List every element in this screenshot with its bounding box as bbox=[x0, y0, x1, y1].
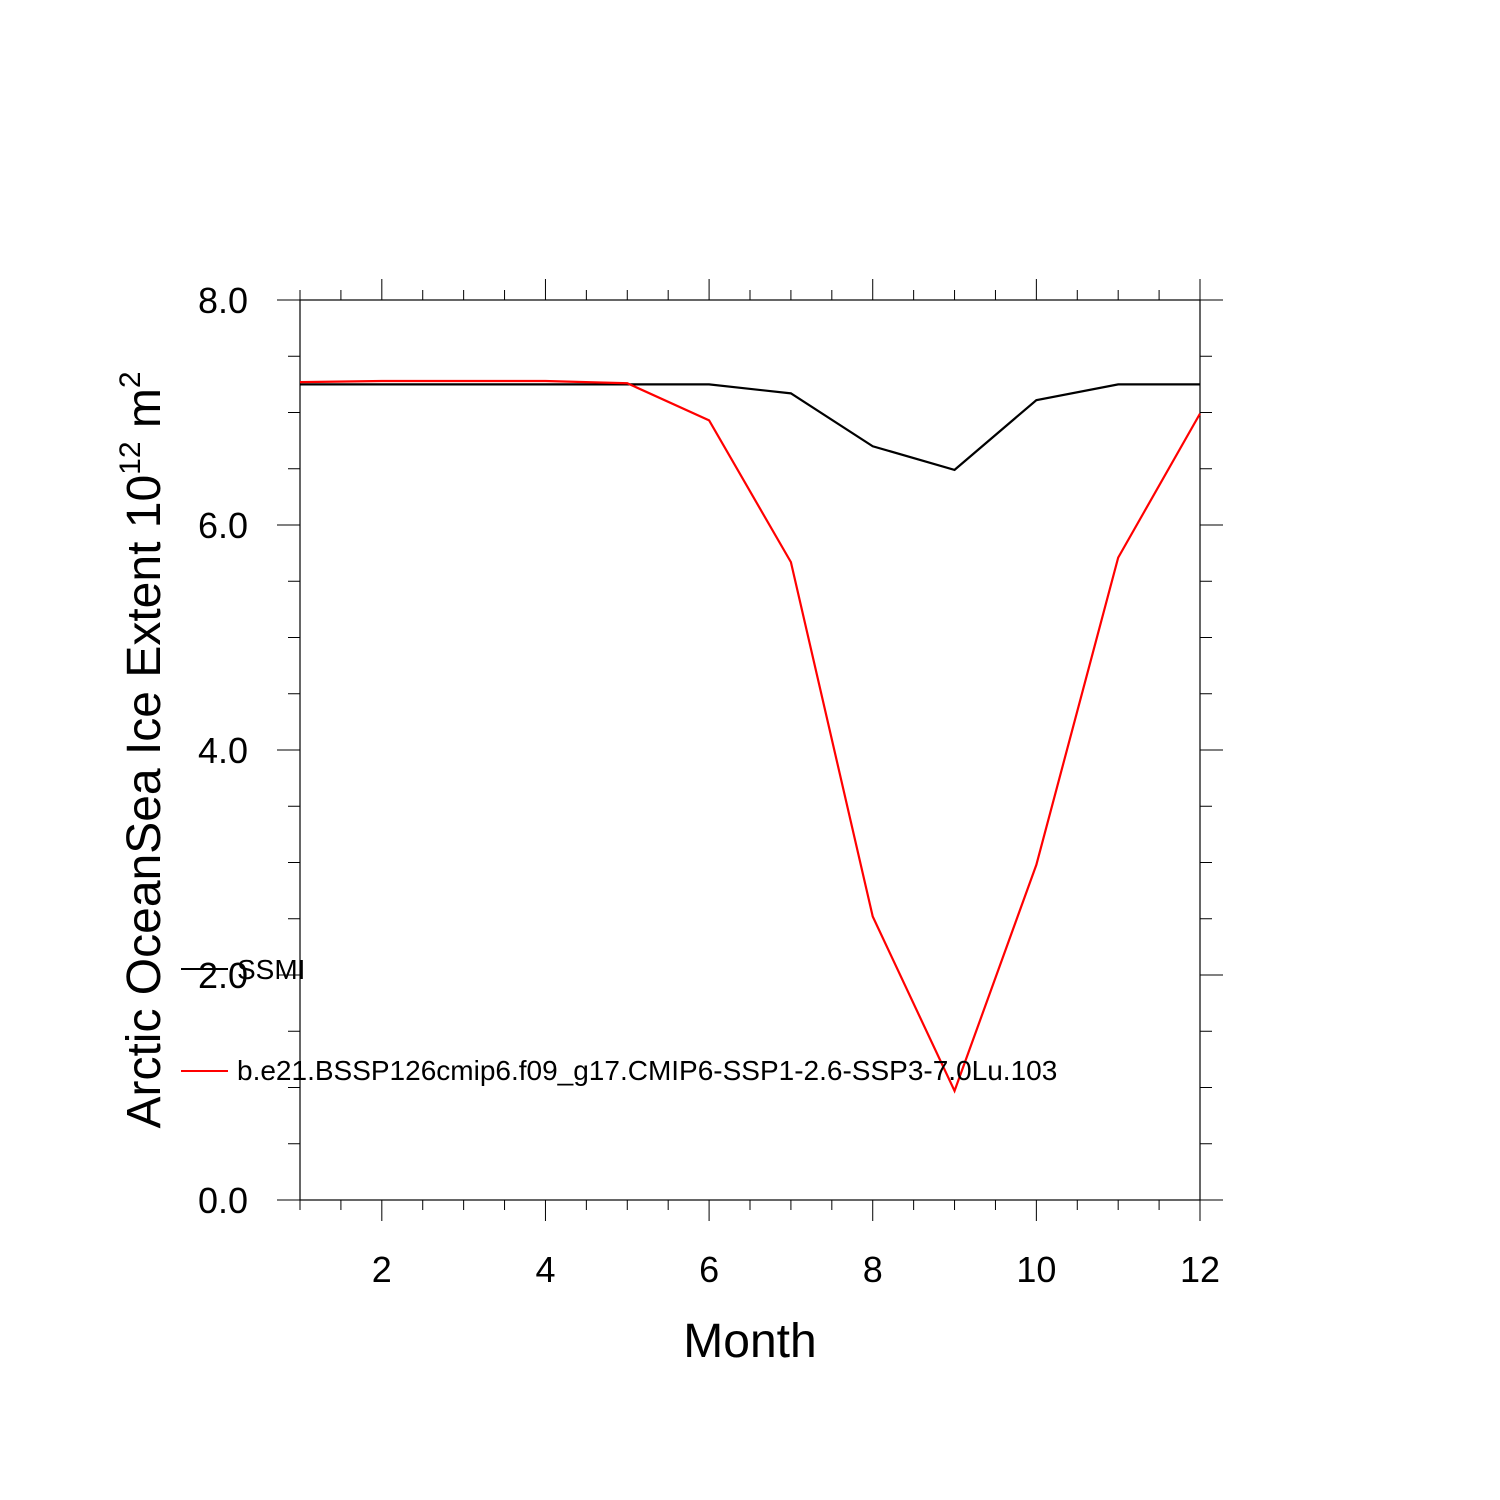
y-tick-label: 4.0 bbox=[198, 730, 248, 771]
y-tick-label: 2.0 bbox=[198, 955, 248, 996]
legend-label-ssmi: SSMI bbox=[237, 954, 305, 985]
y-axis-title: Arctic OceanSea Ice Extent 1012 m2 bbox=[114, 371, 171, 1128]
y-tick-label: 6.0 bbox=[198, 505, 248, 546]
y-tick-label: 8.0 bbox=[198, 280, 248, 321]
series-lines bbox=[299, 379, 1201, 1094]
y-tick-label: 0.0 bbox=[198, 1180, 248, 1221]
series-line-ssmi bbox=[300, 383, 1200, 472]
x-axis-title: Month bbox=[683, 1315, 816, 1368]
axis-ticks bbox=[277, 279, 1223, 1221]
series-line-model bbox=[299, 379, 1201, 1094]
axis-tick-labels: 2 4 6 8 10 12 0.0 2.0 4.0 6.0 8.0 bbox=[198, 280, 1220, 1290]
x-tick-label: 10 bbox=[1016, 1249, 1056, 1290]
legend: SSMI b.e21.BSSP126cmip6.f09_g17.CMIP6-SS… bbox=[181, 954, 1057, 1086]
x-tick-label: 2 bbox=[372, 1249, 392, 1290]
x-tick-label: 12 bbox=[1180, 1249, 1220, 1290]
x-tick-label: 4 bbox=[535, 1249, 555, 1290]
x-tick-label: 6 bbox=[699, 1249, 719, 1290]
legend-label-model: b.e21.BSSP126cmip6.f09_g17.CMIP6-SSP1-2.… bbox=[237, 1055, 1057, 1086]
x-tick-label: 8 bbox=[863, 1249, 883, 1290]
